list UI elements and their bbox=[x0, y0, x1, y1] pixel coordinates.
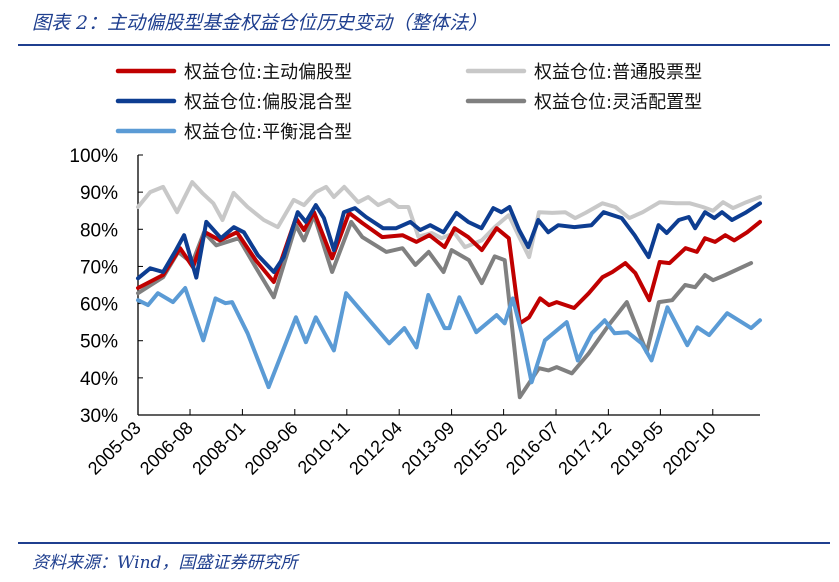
legend-label: 权益仓位:主动偏股型 bbox=[184, 62, 352, 83]
legend-label: 权益仓位:灵活配置型 bbox=[534, 92, 702, 113]
legend-label: 权益仓位:偏股混合型 bbox=[184, 92, 352, 113]
x-tick-label: 2016-07 bbox=[502, 418, 563, 479]
x-tick-label: 2012-04 bbox=[345, 418, 406, 479]
series-line-4 bbox=[136, 286, 762, 390]
y-tick-label: 80% bbox=[80, 220, 118, 241]
x-tick-label: 2015-02 bbox=[450, 418, 511, 479]
series-line-2 bbox=[136, 210, 762, 326]
x-tick-label: 2020-10 bbox=[659, 418, 720, 479]
y-tick-label: 100% bbox=[69, 146, 118, 167]
series-line-3 bbox=[136, 201, 762, 281]
x-tick-label: 2017-12 bbox=[554, 418, 615, 479]
chart-title: 图表 2：主动偏股型基金权益仓位历史变动（整体法） bbox=[32, 12, 488, 34]
y-tick-label: 40% bbox=[80, 369, 118, 390]
source-note: 资料来源：Wind，国盛证券研究所 bbox=[32, 553, 298, 573]
x-tick-label: 2013-09 bbox=[398, 418, 459, 479]
x-tick-label: 2006-08 bbox=[136, 418, 197, 479]
source-divider bbox=[18, 542, 830, 544]
legend-label: 权益仓位:普通股票型 bbox=[534, 62, 702, 83]
x-tick-label: 2010-11 bbox=[294, 418, 354, 478]
series-line-0 bbox=[136, 180, 762, 260]
x-tick-label: 2009-06 bbox=[241, 418, 302, 479]
y-tick-label: 90% bbox=[80, 183, 118, 204]
legend-label: 权益仓位:平衡混合型 bbox=[184, 122, 352, 143]
series-lines bbox=[136, 180, 762, 400]
x-tick-label: 2019-05 bbox=[606, 418, 667, 479]
y-tick-label: 50% bbox=[80, 332, 118, 353]
title-divider bbox=[18, 44, 830, 46]
y-tick-label: 70% bbox=[80, 257, 118, 278]
y-tick-label: 60% bbox=[80, 295, 118, 316]
y-tick-label: 30% bbox=[80, 406, 118, 427]
series-line-1 bbox=[136, 213, 754, 400]
x-tick-label: 2008-01 bbox=[188, 418, 249, 479]
